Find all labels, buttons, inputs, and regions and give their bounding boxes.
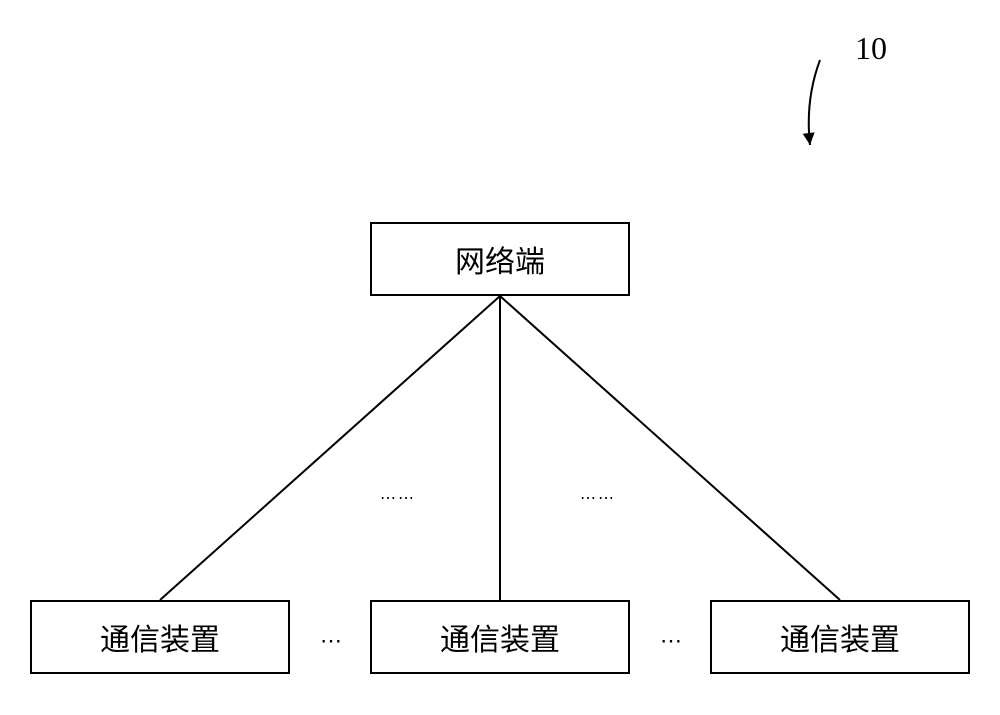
node-label: 通信装置 xyxy=(100,615,220,659)
edge-ellipsis: ⋯⋯ xyxy=(380,488,416,508)
node-device-3: 通信装置 xyxy=(710,600,970,674)
node-label: 网络端 xyxy=(455,237,545,281)
diagram-canvas: 网络端通信装置通信装置通信装置10⋯⋯⋯⋯⋯⋯ xyxy=(0,0,1000,715)
node-label: 通信装置 xyxy=(780,615,900,659)
callout-arrowhead xyxy=(803,132,815,145)
node-ellipsis: ⋯ xyxy=(660,628,682,654)
node-label: 通信装置 xyxy=(440,615,560,659)
reference-number: 10 xyxy=(855,30,887,67)
edge xyxy=(160,296,500,600)
callout-curve xyxy=(809,60,820,145)
edge-ellipsis: ⋯⋯ xyxy=(580,488,616,508)
node-device-2: 通信装置 xyxy=(370,600,630,674)
edge xyxy=(500,296,840,600)
node-network: 网络端 xyxy=(370,222,630,296)
node-device-1: 通信装置 xyxy=(30,600,290,674)
node-ellipsis: ⋯ xyxy=(320,628,342,654)
